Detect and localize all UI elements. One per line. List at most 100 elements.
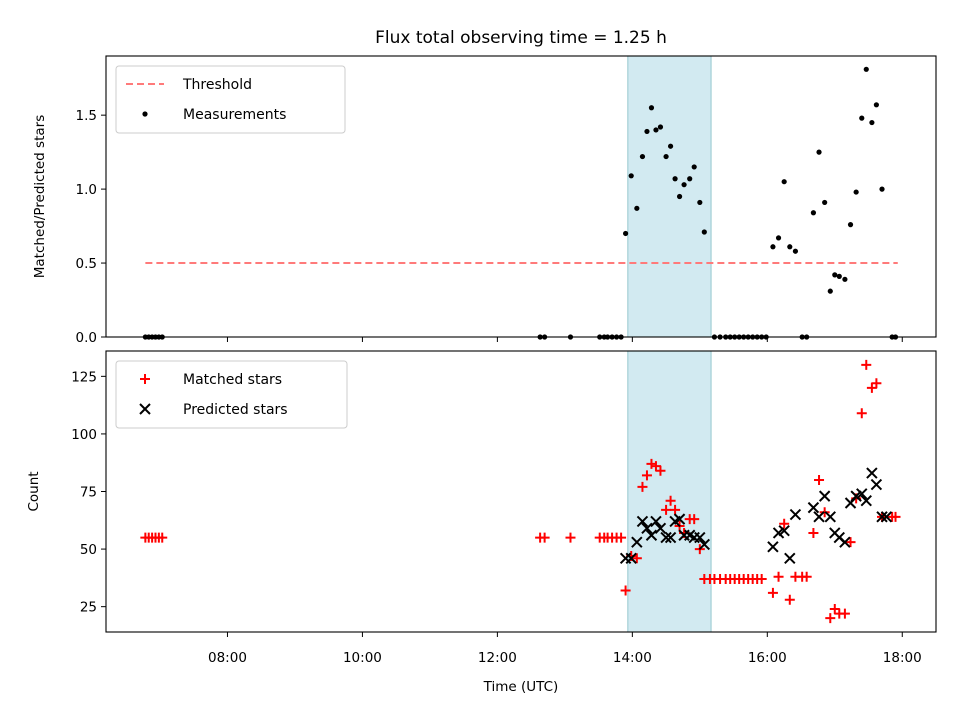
axes-frame xyxy=(105,55,937,338)
legend-box xyxy=(115,65,346,134)
data-point xyxy=(625,552,637,565)
data-point xyxy=(853,189,859,195)
data-point xyxy=(880,511,893,523)
data-point xyxy=(829,603,840,614)
x-tick-label: 14:00 xyxy=(613,650,652,666)
series-predicted-stars xyxy=(619,467,893,565)
data-point xyxy=(784,594,795,605)
data-point xyxy=(876,511,888,523)
data-point xyxy=(634,205,640,211)
data-point xyxy=(701,229,707,235)
data-point xyxy=(787,244,793,250)
data-point xyxy=(637,481,648,492)
data-point xyxy=(665,495,676,506)
data-point xyxy=(873,102,879,108)
data-point xyxy=(667,143,674,149)
x-tick-label: 10:00 xyxy=(343,650,382,666)
data-point xyxy=(620,585,631,596)
data-point xyxy=(814,474,825,485)
data-point xyxy=(890,511,901,522)
data-point xyxy=(866,467,878,479)
data-point xyxy=(628,173,634,179)
data-point xyxy=(781,179,787,185)
data-point xyxy=(784,552,796,565)
data-point xyxy=(672,176,678,182)
legend: Matched stars Predicted stars xyxy=(115,360,348,429)
data-point xyxy=(676,193,683,200)
x-tick-label: 18:00 xyxy=(883,650,922,666)
data-point xyxy=(813,511,825,523)
data-point xyxy=(644,128,650,135)
y-axis-label: Count xyxy=(26,471,42,511)
data-point xyxy=(770,244,776,250)
data-point xyxy=(673,513,686,525)
data-point xyxy=(792,248,799,254)
y-tick-label: 1.5 xyxy=(76,108,97,124)
data-point xyxy=(653,127,659,133)
highlight-span xyxy=(627,350,712,633)
data-point xyxy=(845,537,856,548)
data-point xyxy=(842,276,848,282)
y-tick-label: 50 xyxy=(80,542,97,558)
data-point xyxy=(859,115,865,121)
data-point xyxy=(639,153,646,160)
data-point xyxy=(825,613,836,624)
data-point xyxy=(861,359,872,370)
data-point xyxy=(856,408,867,419)
top-panel-matched-predicted-ratio: 0.0 0.5 1.0 1.5 Matched/Predicted stars Thres… xyxy=(32,55,937,346)
data-point xyxy=(767,587,778,598)
data-point xyxy=(807,501,820,514)
y-tick-label: 100 xyxy=(71,427,97,443)
data-point xyxy=(650,461,661,472)
data-point xyxy=(779,518,790,529)
data-point xyxy=(808,527,819,538)
x-axis-label: Time (UTC) xyxy=(483,679,559,695)
data-point xyxy=(539,532,550,543)
data-point xyxy=(822,199,828,206)
data-point xyxy=(839,536,851,548)
legend-marker xyxy=(142,111,148,117)
data-point xyxy=(657,124,664,130)
data-point xyxy=(698,538,711,551)
data-point xyxy=(670,504,681,515)
data-point xyxy=(863,66,869,72)
data-point xyxy=(646,458,657,469)
data-point xyxy=(694,531,706,544)
data-point xyxy=(869,119,875,126)
data-point xyxy=(832,272,838,278)
data-point xyxy=(636,515,649,528)
x-tick-label: 08:00 xyxy=(208,650,247,666)
data-point xyxy=(818,490,831,502)
data-point xyxy=(641,522,653,535)
legend-label: Threshold xyxy=(182,77,252,93)
data-point xyxy=(654,522,667,535)
data-point xyxy=(810,210,817,216)
data-point xyxy=(691,164,697,170)
y-tick-label: 125 xyxy=(71,369,97,385)
legend-marker xyxy=(140,374,150,384)
data-point xyxy=(622,230,629,237)
data-point xyxy=(836,273,842,279)
data-point xyxy=(697,199,703,206)
data-point xyxy=(663,153,669,160)
bottom-panel-star-counts: 25 50 75 100 125 08:00 10:00 12:00 14:00 16:00 18:… xyxy=(26,350,937,666)
y-tick-label: 0.5 xyxy=(76,256,97,272)
data-point xyxy=(660,531,672,544)
data-point xyxy=(816,149,822,155)
data-point xyxy=(789,508,802,521)
data-point xyxy=(645,529,658,541)
data-point xyxy=(664,531,677,544)
data-point xyxy=(866,382,877,393)
legend-label: Matched stars xyxy=(183,372,282,388)
data-point xyxy=(879,186,885,192)
data-point xyxy=(839,608,850,619)
data-point xyxy=(661,504,672,515)
x-tick-label: 12:00 xyxy=(478,650,517,666)
data-point xyxy=(689,514,700,525)
y-tick-label: 25 xyxy=(80,600,97,616)
legend-marker xyxy=(139,403,151,415)
data-point xyxy=(756,574,767,585)
data-point xyxy=(631,536,643,548)
data-point xyxy=(819,507,830,518)
